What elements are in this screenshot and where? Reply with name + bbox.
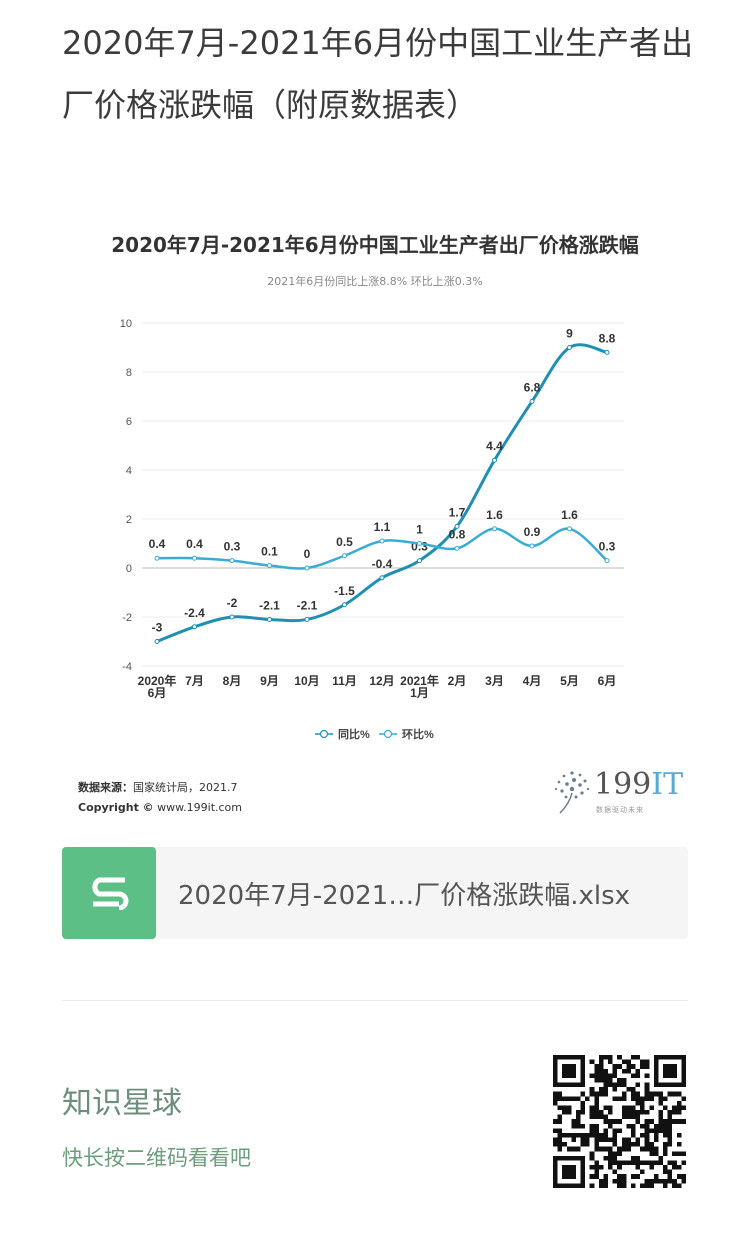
data-label-yoy: -3 (152, 621, 163, 635)
x-tick-label: 11月 (332, 674, 357, 688)
data-label-yoy: -0.4 (372, 557, 393, 571)
data-point-yoy (267, 616, 272, 622)
attachment-filename: 2020年7月-2021…厂价格涨跌幅.xlsx (178, 881, 631, 911)
footer-subtitle: 快长按二维码看看吧 (62, 1146, 251, 1170)
x-tick-label: 9月 (260, 674, 279, 688)
source-text: 国家统计局，2021.7 (133, 781, 238, 794)
data-label-yoy: 8.8 (599, 331, 616, 345)
data-point-mom (342, 553, 347, 559)
data-point-yoy (192, 624, 197, 630)
brand-tagline: 数据驱动未来 (596, 806, 644, 814)
copyright-label: Copyright © (78, 801, 154, 814)
legend-marker (383, 729, 393, 739)
data-label-mom: 1.6 (486, 508, 503, 522)
data-point-mom (379, 538, 385, 544)
data-point-mom (267, 563, 272, 569)
data-label-yoy: 4.4 (486, 439, 503, 453)
x-tick-label: 7月 (185, 674, 204, 688)
spreadsheet-icon (62, 847, 156, 939)
data-point-yoy (492, 457, 497, 463)
x-tick-label: 12月 (369, 674, 394, 688)
data-point-mom (154, 555, 160, 561)
data-point-yoy (417, 558, 422, 564)
data-label-yoy: 1.7 (449, 505, 466, 519)
data-label-mom: 0.4 (149, 537, 166, 551)
data-point-yoy (379, 575, 385, 581)
legend-label: 同比% (338, 727, 370, 741)
copyright-text: www.199it.com (157, 801, 243, 814)
data-point-mom (567, 526, 572, 532)
y-tick-label: 8 (126, 367, 132, 379)
brand-logo: 199IT 数据驱动未来 (552, 767, 684, 817)
chart-title: 2020年7月-2021年6月份中国工业生产者出厂价格涨跌幅 (111, 233, 639, 257)
divider (62, 1000, 688, 1001)
data-label-mom: 0.3 (599, 540, 616, 554)
brand-name: 199IT (594, 767, 684, 802)
x-tick-label: 8月 (223, 674, 242, 688)
y-tick-label: -2 (122, 612, 132, 624)
data-label-mom: 0 (304, 547, 311, 561)
y-tick-label: 10 (120, 318, 132, 330)
data-label-mom: 0.8 (449, 527, 466, 541)
data-point-yoy (229, 614, 235, 620)
data-point-yoy (604, 349, 610, 355)
data-point-mom (492, 526, 497, 532)
x-tick-label: 6月 (148, 686, 167, 700)
post-title: 2020年7月-2021年6月份中国工业生产者出厂价格涨跌幅（附原数据表） (62, 24, 694, 124)
y-tick-label: 2 (126, 514, 132, 526)
data-point-yoy (342, 602, 347, 608)
data-label-mom: 0.5 (336, 535, 353, 549)
chart-image[interactable]: -4 -2 0 2 4 6 8 10 2020年 6月 7月 8月 9月 10月 11月 12月 2021年 1月… (62, 215, 688, 835)
data-label-mom: 0.3 (224, 540, 241, 554)
data-label-yoy: -1.5 (334, 584, 355, 598)
data-point-mom (529, 543, 535, 549)
x-tick-label: 2020年 (138, 673, 177, 688)
data-point-yoy (529, 398, 535, 404)
y-tick-label: 0 (126, 563, 132, 575)
data-point-mom (304, 565, 310, 571)
data-label-mom: 0.9 (524, 525, 541, 539)
data-label-mom: 1 (416, 523, 423, 537)
x-tick-label: 2021年 (400, 673, 439, 688)
y-tick-label: 4 (126, 465, 132, 477)
data-label-yoy: -2.4 (184, 606, 205, 620)
data-point-mom (604, 558, 610, 564)
data-point-yoy (567, 345, 572, 350)
footer-title: 知识星球 (62, 1086, 182, 1121)
qr-code[interactable] (553, 1055, 686, 1188)
data-label-yoy: -2.1 (259, 598, 280, 612)
y-tick-label: -4 (122, 661, 132, 673)
data-point-yoy (154, 639, 160, 644)
data-point-mom (229, 558, 235, 564)
data-label-mom: 1.1 (374, 520, 391, 534)
data-point-mom (192, 555, 197, 561)
x-tick-label: 1月 (410, 686, 429, 700)
source-block: 数据来源：国家统计局，2021.7 Copyright © www.199it.… (78, 778, 242, 818)
chart-subtitle: 2021年6月份同比上涨8.8% 环比上涨0.3% (267, 275, 483, 288)
data-label-yoy: 6.8 (524, 380, 541, 394)
data-label-yoy: -2.1 (297, 598, 318, 612)
data-point-mom (417, 541, 422, 546)
data-point-mom (454, 545, 460, 551)
source-label: 数据来源： (78, 781, 133, 794)
data-point-yoy (454, 523, 460, 529)
data-label-mom: 1.6 (561, 508, 578, 522)
data-point-yoy (304, 616, 310, 622)
data-label-yoy: 9 (566, 327, 573, 341)
dandelion-icon (554, 771, 590, 814)
x-tick-label: 2月 (448, 674, 467, 688)
data-label-mom: 0.4 (186, 537, 203, 551)
x-tick-label: 6月 (598, 674, 617, 688)
data-label-mom: 0.1 (261, 545, 278, 559)
x-tick-label: 3月 (485, 674, 504, 688)
y-tick-label: 6 (126, 416, 132, 428)
x-tick-label: 4月 (523, 674, 542, 688)
attachment-card[interactable]: 2020年7月-2021…厂价格涨跌幅.xlsx (62, 847, 688, 939)
data-label-yoy: -2 (227, 596, 238, 610)
x-tick-label: 10月 (294, 674, 319, 688)
legend-marker (319, 729, 329, 739)
legend-label: 环比% (402, 727, 434, 741)
x-tick-label: 5月 (560, 674, 579, 688)
